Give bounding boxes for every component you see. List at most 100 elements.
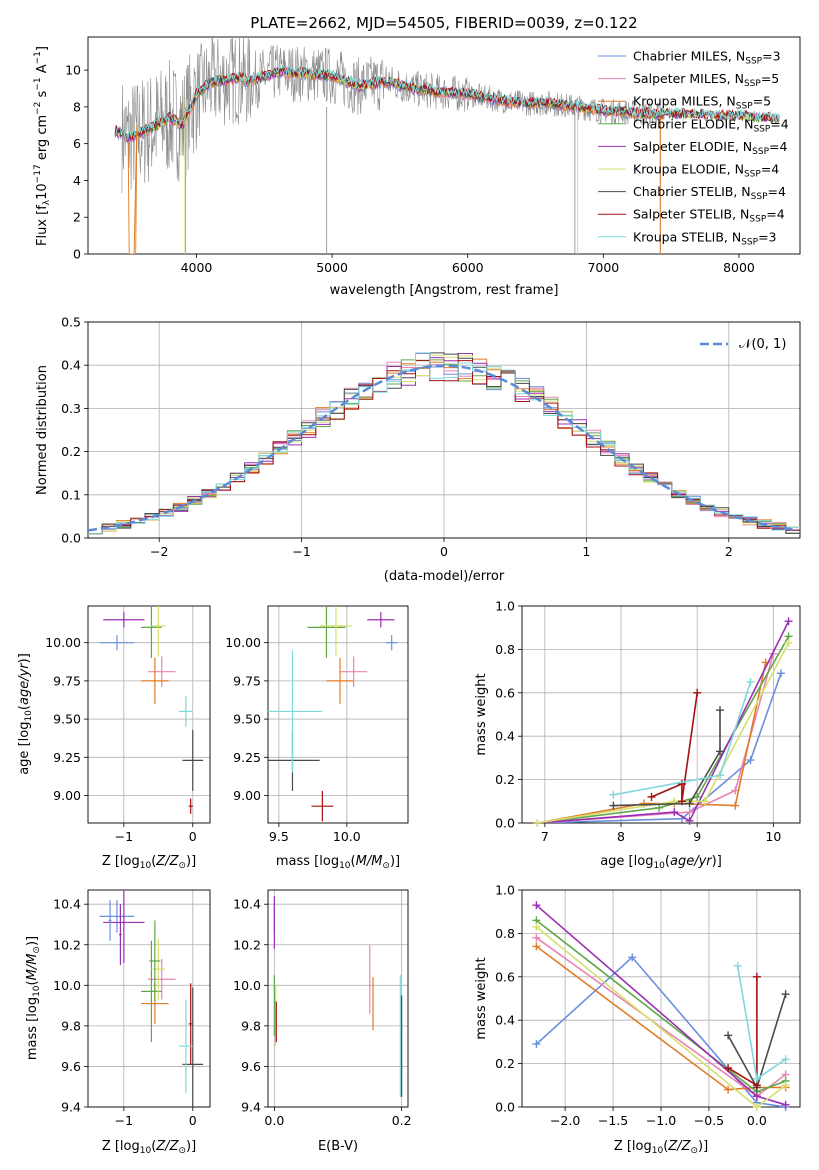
- legend-nssp: =3: [758, 229, 776, 244]
- label-part: 10: [339, 861, 351, 871]
- tick-label-y: 0.3: [61, 401, 81, 416]
- label-part: ⊙: [382, 861, 390, 871]
- tick-label-y: 0.2: [495, 1056, 515, 1071]
- tick-label-x: 6000: [452, 260, 484, 275]
- ylabel-spectrum: Flux [fλ10−17 erg cm−2 s−1 A−1]: [33, 46, 52, 246]
- model-dropout: [133, 125, 138, 255]
- legend-label-chabrier_miles: Chabrier MILES, NSSP=3: [633, 49, 781, 67]
- tick-label-y: 10.2: [53, 937, 81, 952]
- tick-label-y: 9.4: [241, 1100, 261, 1115]
- tick-label-y: 9.6: [241, 1059, 261, 1074]
- label-part: )]: [390, 854, 400, 869]
- legend-sub: SSP: [744, 79, 761, 89]
- legend-label-chabrier_stelib: Chabrier STELIB, NSSP=4: [633, 184, 786, 202]
- tick-label-x: −1.0: [646, 1113, 676, 1128]
- label-part: Z/Z: [667, 1139, 691, 1154]
- xlabel-residuals: (data-model)/error: [384, 569, 505, 584]
- legend-sub: SSP: [751, 192, 768, 202]
- tick-label-x: −2.0: [550, 1113, 580, 1128]
- label-part: ⊙: [32, 946, 42, 954]
- weight-line-chabrier_elodie: [537, 636, 790, 823]
- xlabel-age-weight: age [log10(age/yr)]: [600, 854, 722, 871]
- legend-sub: SSP: [744, 170, 761, 180]
- xlabel-spectrum: wavelength [Angstrom, rest frame]: [330, 283, 559, 298]
- legend-sub: SSP: [752, 147, 769, 157]
- tick-label-y: 9.25: [233, 750, 261, 765]
- label-part: )]: [17, 653, 32, 663]
- age_weight-axes: [518, 605, 801, 827]
- tick-label-x: −1.5: [598, 1113, 628, 1128]
- tick-label-x: −1: [115, 1113, 133, 1128]
- label-part: M/M: [25, 954, 40, 981]
- label-part: )]: [186, 1139, 196, 1154]
- legend-nssp: =4: [768, 184, 786, 199]
- figure-title: PLATE=2662, MJD=54505, FIBERID=0039, z=0…: [250, 14, 637, 32]
- tick-label-x: 7000: [587, 260, 619, 275]
- xlabel-z-mass: Z [log10(Z/Z⊙)]: [102, 1139, 196, 1156]
- tick-label-y: 0.8: [495, 926, 515, 941]
- label-part: Z [log: [102, 854, 140, 869]
- plot-frame: [87, 321, 801, 539]
- weight-line-salpeter_stelib: [651, 692, 698, 802]
- label-part: (: [25, 980, 40, 985]
- tick-label-x: 0.0: [264, 1113, 284, 1128]
- ylabel-sup: −1: [33, 77, 43, 90]
- legend-nssp: =5: [761, 71, 779, 86]
- label-part: 10: [24, 710, 34, 722]
- ylabel-rest: s: [35, 90, 50, 101]
- plot-frame: [267, 605, 409, 824]
- tick-label-y: 0.4: [61, 358, 81, 373]
- tick-label-y: 9.75: [233, 673, 261, 688]
- label-part: ⊙: [690, 1146, 698, 1156]
- tick-label-x: 4000: [181, 260, 213, 275]
- ylabel-z_weight: mass weight: [474, 957, 489, 1039]
- tick-label-y: 10.0: [53, 978, 81, 993]
- plot-frame: [87, 36, 801, 255]
- ylabel-rest: 10: [35, 183, 50, 200]
- plot-frame: [87, 889, 211, 1108]
- legend-nssp: =4: [770, 116, 788, 131]
- tick-label-x: −1: [115, 829, 133, 844]
- legend-label-kroupa_stelib: Kroupa STELIB, NSSP=3: [633, 229, 777, 247]
- mass_age-axes: [264, 605, 409, 827]
- label-part: (: [151, 1139, 156, 1154]
- residual-hist-chabrier_stelib: [88, 352, 800, 535]
- weight-line-chabrier_miles: [537, 673, 782, 823]
- tick-label-y: 0.2: [61, 444, 81, 459]
- tick-label-y: 0.2: [495, 772, 515, 787]
- residual-hist-chabrier_elodie: [88, 359, 800, 535]
- label-part: 10: [140, 861, 152, 871]
- legend-label-salpeter_miles: Salpeter MILES, NSSP=5: [633, 71, 779, 89]
- label-part: age/yr: [17, 662, 32, 705]
- label-part: ⊙: [178, 1146, 186, 1156]
- label-part: )]: [186, 854, 196, 869]
- tick-label-x: 0.0: [747, 1113, 767, 1128]
- ylabel-sup: −17: [33, 164, 43, 183]
- tick-label-x: 5000: [316, 260, 348, 275]
- tick-label-y: 0.8: [495, 642, 515, 657]
- xlabel-ebv: E(B-V): [318, 1139, 358, 1154]
- tick-label-x: 9.5: [269, 829, 289, 844]
- ylabel-z-mass: mass [log10(M/M⊙)]: [25, 936, 42, 1060]
- legend-sub: SSP: [753, 124, 770, 134]
- spectrum-data: [121, 37, 665, 194]
- legend-label-salpeter_elodie: Salpeter ELODIE, NSSP=4: [633, 139, 788, 157]
- tick-label-y: 10.2: [233, 937, 261, 952]
- legend-nssp: =5: [753, 94, 771, 109]
- tick-label-y: 8: [73, 99, 81, 114]
- ylabel-residuals: Normed distribution: [35, 365, 50, 495]
- legend-sub: SSP: [749, 215, 766, 225]
- label-part: Z/Z: [155, 854, 179, 869]
- ylabel-rest: ]: [35, 46, 50, 51]
- normal-curve: [87, 364, 798, 532]
- tick-label-y: 9.50: [233, 712, 261, 727]
- tick-label-y: 10.4: [233, 897, 261, 912]
- legend-sub: SSP: [741, 237, 758, 247]
- legend-label-normal: 𝒩(0, 1): [739, 337, 786, 352]
- plot-frame: [521, 605, 801, 824]
- tick-label-x: −1: [292, 544, 310, 559]
- ylabel-sub: λ: [42, 199, 52, 205]
- tick-label-y: 10.00: [45, 635, 81, 650]
- z_weight-axes: [518, 889, 801, 1111]
- tick-label-x: 1: [582, 544, 590, 559]
